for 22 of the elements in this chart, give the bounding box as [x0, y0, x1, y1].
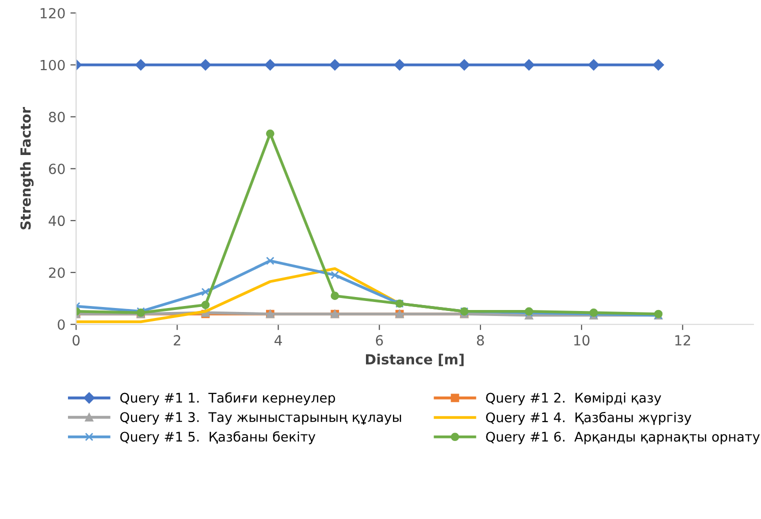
legend-label: Query #1 5. Қазбаны бекіту — [120, 431, 316, 444]
x-tick-label: 6 — [376, 335, 383, 346]
legend-label: Query #1 3. Тау жыныстарының құлауы — [120, 412, 402, 425]
y-tick-label: 0 — [58, 319, 65, 330]
y-tick-label: 60 — [48, 164, 65, 174]
legend-label: Query #1 6. Арқанды қарнақты орнату — [486, 432, 760, 444]
x-tick-label: 2 — [174, 335, 180, 346]
y-tick-label: 80 — [48, 112, 65, 122]
y-tick-label: 120 — [40, 8, 65, 18]
x-tick-label: 4 — [274, 335, 282, 346]
x-tick-label: 0 — [72, 335, 80, 346]
y-tick-label: 20 — [49, 267, 65, 278]
y-axis-title: Strength Factor — [20, 107, 34, 230]
x-tick-label: 10 — [574, 335, 590, 346]
legend-label: Query #1 4. Қазбаны жүргізу — [486, 412, 692, 425]
x-axis-title: Distance [m] — [366, 354, 464, 366]
x-tick-label: 12 — [675, 335, 690, 346]
legend-label: Query #1 2. Көмірді қазу — [486, 392, 662, 406]
y-tick-label: 100 — [40, 60, 65, 70]
x-tick-label: 8 — [476, 335, 484, 346]
y-tick-label: 40 — [48, 216, 65, 226]
legend-label: Query #1 1. Табиғи кернеулер — [120, 392, 336, 406]
